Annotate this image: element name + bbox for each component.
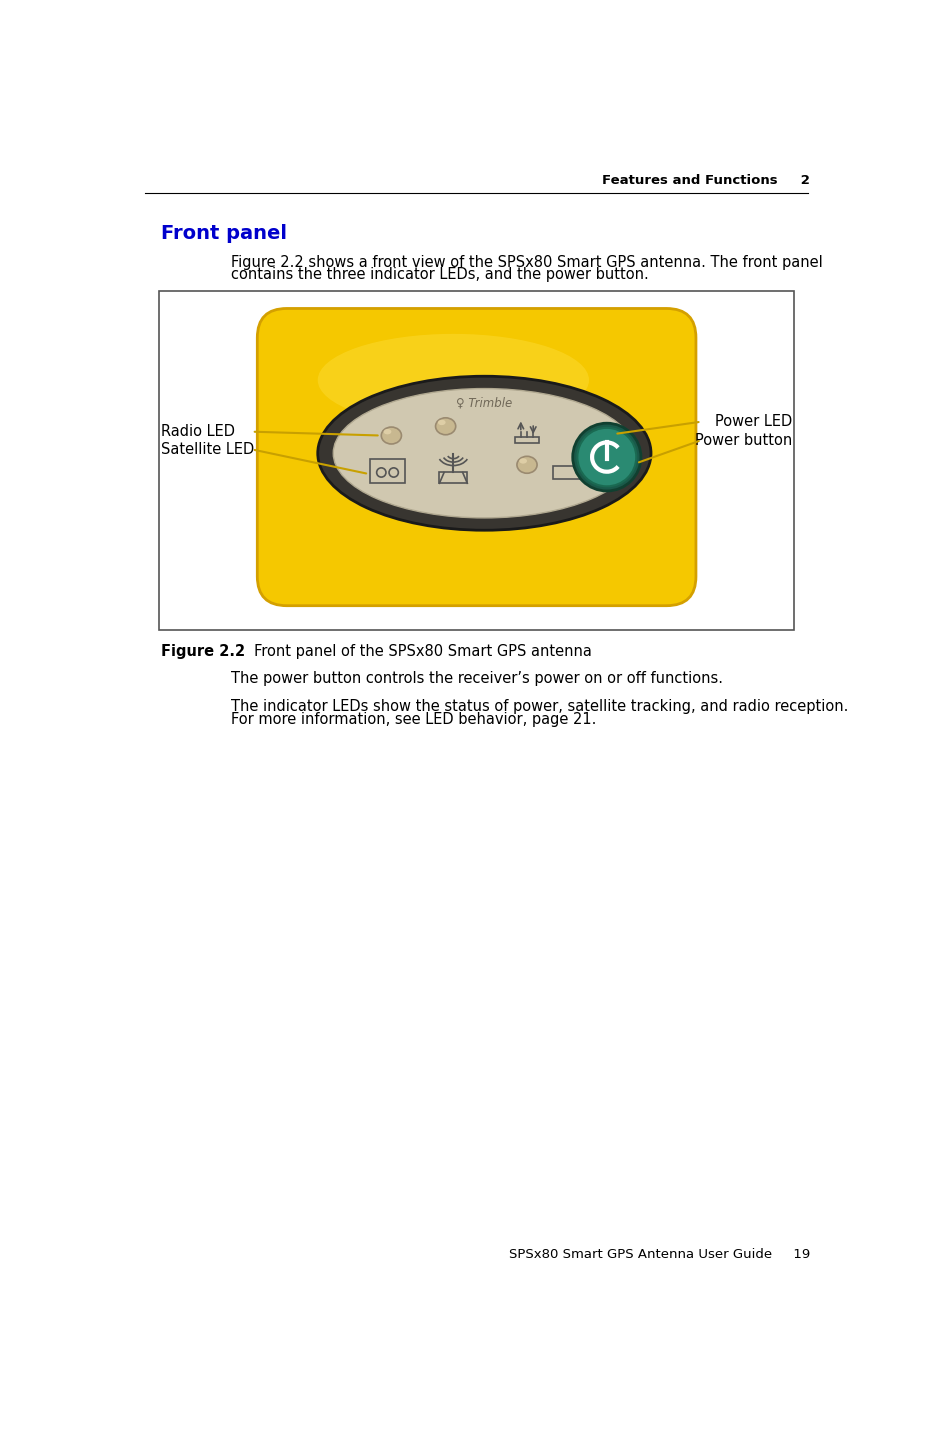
Ellipse shape [383,429,392,435]
Text: Figure 2.2 shows a front view of the SPSx80 Smart GPS antenna. The front panel: Figure 2.2 shows a front view of the SPS… [231,255,823,270]
Ellipse shape [438,419,445,425]
Bar [514,436,539,444]
Text: contains the three indicator LEDs, and the power button.: contains the three indicator LEDs, and t… [231,268,649,282]
Text: Features and Functions     2: Features and Functions 2 [602,175,810,187]
Text: ♀ Trimble: ♀ Trimble [457,396,512,409]
Ellipse shape [519,458,527,464]
Text: The indicator LEDs show the status of power, satellite tracking, and radio recep: The indicator LEDs show the status of po… [231,700,848,714]
Bar [370,458,405,484]
Text: Satellite LED: Satellite LED [161,442,255,456]
Text: Figure 2.2: Figure 2.2 [161,644,246,658]
Circle shape [578,428,636,487]
Bar [159,290,794,630]
Text: Power button: Power button [695,432,792,448]
Text: Power LED: Power LED [715,414,792,429]
Ellipse shape [517,456,538,474]
Text: Front panel of the SPSx80 Smart GPS antenna: Front panel of the SPSx80 Smart GPS ante… [231,644,591,658]
Text: Radio LED: Radio LED [161,424,235,439]
Bar [585,469,589,475]
FancyBboxPatch shape [258,309,696,605]
Text: SPSx80 Smart GPS Antenna User Guide     19: SPSx80 Smart GPS Antenna User Guide 19 [509,1248,810,1261]
Ellipse shape [381,426,402,444]
Text: Front panel: Front panel [161,225,287,243]
Text: For more information, see LED behavior, page 21.: For more information, see LED behavior, … [231,713,596,727]
Bar [552,465,585,479]
Ellipse shape [333,389,635,518]
Ellipse shape [435,418,456,435]
Circle shape [573,424,641,491]
Text: The power button controls the receiver’s power on or off functions.: The power button controls the receiver’s… [231,671,723,687]
Ellipse shape [318,333,589,426]
Bar [439,472,467,484]
Ellipse shape [318,376,651,531]
